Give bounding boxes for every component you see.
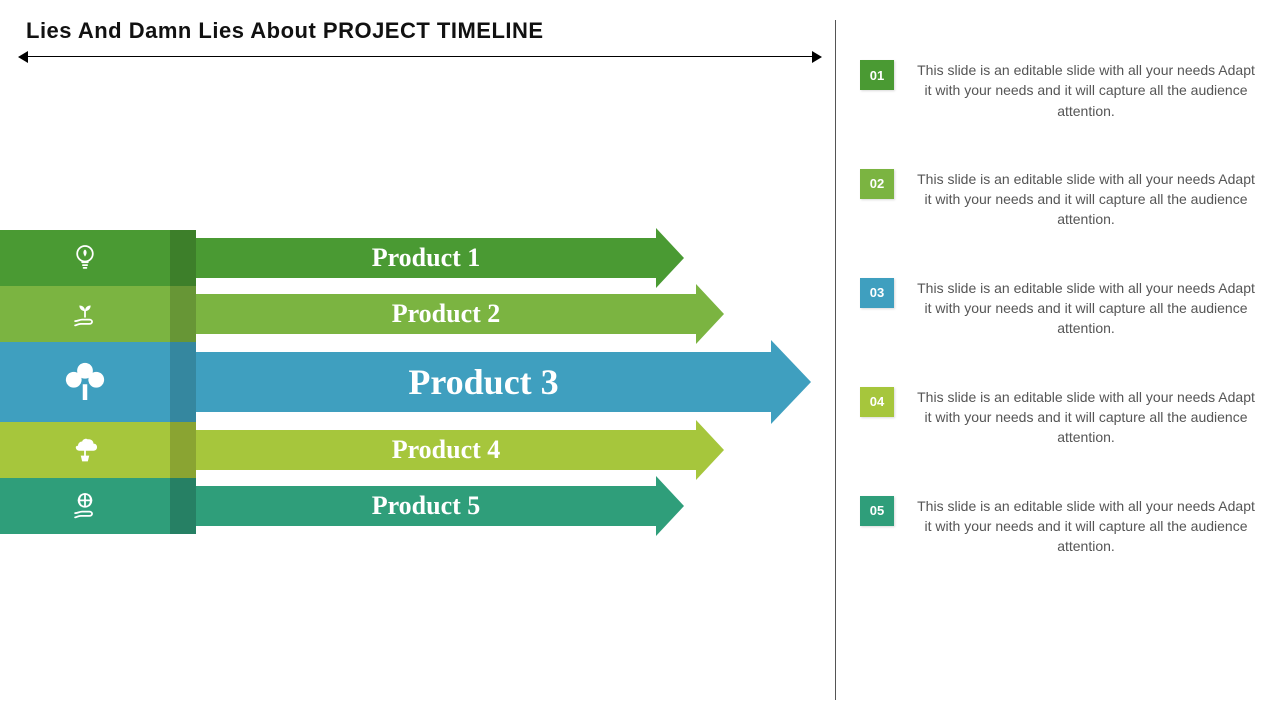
product-label: Product 1 [372,243,481,273]
diagram-row: Product 5 [0,478,820,534]
clover-icon [0,342,170,422]
number-badge: 05 [860,496,894,526]
diagram-row: Product 1 [0,230,820,286]
row-3d-edge [170,478,196,534]
arrow-diagram: Product 1 Product 2 Product 3 Product 4 Prod… [0,230,820,550]
number-badge: 03 [860,278,894,308]
diagram-row: Product 4 [0,422,820,478]
right-item-text: This slide is an editable slide with all… [912,60,1260,121]
number-badge: 01 [860,60,894,90]
right-item: 04 This slide is an editable slide with a… [860,387,1260,448]
title-block: Lies And Damn Lies About PROJECT TIMELIN… [20,18,820,64]
right-item: 02 This slide is an editable slide with a… [860,169,1260,230]
product-arrow: Product 5 [196,486,656,526]
diagram-row: Product 2 [0,286,820,342]
number-badge: 02 [860,169,894,199]
right-item-text: This slide is an editable slide with all… [912,496,1260,557]
product-label: Product 5 [372,491,481,521]
bulb-leaf-icon [0,230,170,286]
right-item-text: This slide is an editable slide with all… [912,387,1260,448]
product-arrow: Product 2 [196,294,696,334]
right-column: 01 This slide is an editable slide with a… [860,60,1260,604]
product-arrow: Product 4 [196,430,696,470]
hand-sprout-icon [0,286,170,342]
product-label: Product 3 [408,361,558,403]
product-label: Product 2 [392,299,501,329]
hand-globe-icon [0,478,170,534]
right-item: 03 This slide is an editable slide with a… [860,278,1260,339]
row-3d-edge [170,422,196,478]
slide: Lies And Damn Lies About PROJECT TIMELIN… [0,0,1280,720]
right-item: 05 This slide is an editable slide with a… [860,496,1260,557]
row-3d-edge [170,230,196,286]
vertical-divider [835,20,836,700]
cloud-pot-icon [0,422,170,478]
slide-title: Lies And Damn Lies About PROJECT TIMELIN… [20,18,820,48]
product-arrow: Product 1 [196,238,656,278]
row-3d-edge [170,286,196,342]
right-item-text: This slide is an editable slide with all… [912,169,1260,230]
number-badge: 04 [860,387,894,417]
right-item-text: This slide is an editable slide with all… [912,278,1260,339]
row-3d-edge [170,342,196,422]
diagram-row: Product 3 [0,342,820,422]
title-rule [20,50,820,64]
product-label: Product 4 [392,435,501,465]
product-arrow: Product 3 [196,352,771,412]
right-item: 01 This slide is an editable slide with a… [860,60,1260,121]
